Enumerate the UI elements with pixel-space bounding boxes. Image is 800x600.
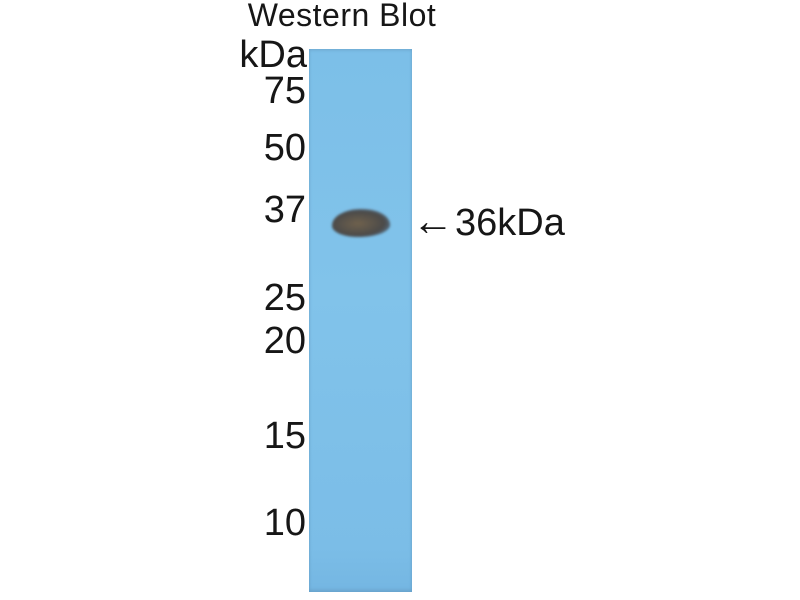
marker-50kda: 50 (263, 127, 306, 169)
marker-75kda: 75 (263, 70, 306, 112)
protein-band (331, 207, 391, 239)
left-arrow-icon: ← (412, 197, 454, 244)
marker-15kda: 15 (263, 415, 306, 457)
figure-title: Western Blot (247, 0, 437, 33)
band-annotation: ← 36kDa (412, 197, 565, 244)
marker-10kda: 10 (263, 502, 306, 544)
band-weight-label: 36kDa (455, 202, 565, 244)
marker-25kda: 25 (263, 277, 306, 319)
marker-20kda: 20 (263, 320, 306, 362)
marker-37kda: 37 (263, 189, 306, 231)
kda-unit-label: kDa (239, 34, 307, 76)
gel-lane (309, 49, 412, 592)
